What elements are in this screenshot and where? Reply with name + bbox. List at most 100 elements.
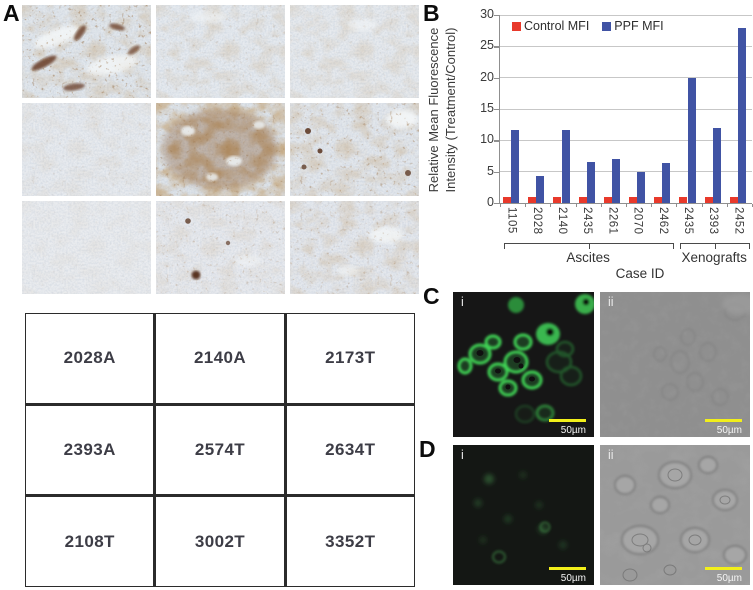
y-axis-tick-mark: [494, 140, 499, 142]
ihc-image-a2: [156, 5, 285, 98]
scale-bar: [705, 566, 742, 570]
chart-gridline: [500, 14, 752, 16]
ihc-image-a5: [156, 103, 285, 196]
y-axis-tick-mark: [494, 109, 499, 111]
table-cell: 3002T: [156, 497, 284, 586]
category-group-bracket: [504, 243, 675, 249]
x-axis-tick-label: 2452: [732, 207, 745, 235]
chart-bar: [629, 196, 637, 203]
x-axis-tick-label: 2435: [581, 207, 594, 235]
table-cell: 2028A: [26, 314, 154, 403]
chart-gridline: [500, 77, 752, 79]
ihc-image-a8: [156, 201, 285, 294]
table-cell: 2574T: [156, 405, 284, 495]
y-axis-tick-label: 30: [480, 7, 494, 21]
scale-bar-label: 50µm: [716, 425, 742, 436]
x-axis-tick-label: 2028: [530, 207, 543, 235]
chart-gridline: [500, 45, 752, 47]
micrograph-c-ii-sublabel: ii: [608, 295, 614, 309]
chart-bar: [637, 171, 646, 203]
legend-item-ppf: PPF MFI: [602, 19, 664, 33]
x-axis-tick-mark: [676, 204, 678, 207]
ihc-image-a6: [290, 103, 419, 196]
chart-bar: [738, 27, 746, 203]
y-axis-tick-mark: [494, 171, 499, 173]
scale-bar: [705, 418, 742, 422]
y-axis-title-line2: Intensity (Treatment/Control): [442, 27, 458, 193]
category-group-label: Xenografts: [681, 250, 747, 265]
x-axis-tick-label: 2435: [682, 207, 694, 235]
table-cell: 2393A: [26, 405, 154, 495]
y-axis-tick-mark: [494, 46, 499, 48]
chart-bar: [687, 77, 696, 203]
y-axis-tick-label: 5: [487, 163, 494, 178]
legend-label-control: Control MFI: [524, 19, 590, 33]
chart-bar: [679, 196, 688, 203]
chart-bar: [511, 129, 520, 203]
micrograph-d-i: i 50µm: [453, 445, 594, 585]
y-axis-tick-mark: [494, 77, 499, 79]
table-cell: 2140A: [156, 314, 284, 403]
y-axis-tick-label: 15: [480, 101, 494, 115]
x-axis-tick-mark: [550, 204, 552, 207]
ihc-image-a4: [22, 103, 151, 196]
x-axis-tick-label: 2261: [606, 207, 619, 235]
chart-bar: [586, 162, 595, 203]
x-axis-tick-mark: [726, 204, 728, 207]
scale-bar: [549, 566, 586, 570]
chart-bar: [553, 196, 562, 203]
brightfield-image-d-ii: [600, 445, 750, 585]
y-axis-title-line1: Relative Mean Fluorescence: [426, 27, 441, 193]
fluorescence-image-d-i: [453, 445, 594, 585]
chart-bar: [603, 196, 612, 203]
chart-bar: [503, 196, 511, 203]
y-axis-tick-mark: [494, 15, 499, 17]
micrograph-d-ii: ii 50µm: [600, 445, 750, 585]
chart-gridline: [500, 108, 752, 110]
micrograph-c-i-sublabel: i: [461, 295, 464, 309]
ihc-image-a7: [22, 201, 151, 294]
x-axis-tick-label: 2462: [656, 207, 669, 235]
ihc-image-a1: [22, 5, 151, 98]
category-group-bracket-tick: [589, 244, 591, 249]
y-axis-tick-label: 10: [480, 132, 494, 147]
micrograph-d-ii-sublabel: ii: [608, 448, 614, 462]
chart-y-axis-title: Relative Mean Fluorescence Intensity (Tr…: [426, 4, 460, 216]
x-axis-tick-label: 1105: [505, 207, 518, 234]
chart-bar: [729, 196, 738, 203]
category-group-label: Ascites: [566, 250, 610, 265]
x-axis-tick-mark: [600, 204, 602, 207]
panel-c-label: C: [423, 283, 440, 309]
legend-swatch-control: [512, 21, 521, 31]
legend-item-control: Control MFI: [512, 19, 589, 33]
y-axis-tick-label: 20: [480, 69, 494, 84]
table-cell: 3352T: [286, 497, 414, 586]
x-axis-tick-label: 2070: [631, 207, 644, 235]
x-axis-tick-mark: [525, 204, 527, 207]
panel-d-label: D: [419, 436, 436, 462]
chart-plot: [500, 14, 752, 203]
ihc-image-a9: [290, 201, 419, 294]
micrograph-d-i-sublabel: i: [461, 448, 464, 462]
brightfield-image-c-ii: [600, 292, 750, 437]
ihc-image-a3: [290, 5, 419, 98]
table-cell: 2108T: [26, 497, 154, 586]
legend-swatch-ppf: [602, 21, 612, 31]
chart-bar: [528, 196, 537, 203]
x-axis-tick-label: 2393: [707, 207, 720, 235]
chart-bar: [654, 196, 663, 203]
chart-x-axis-title: Case ID: [615, 266, 665, 281]
x-axis-tick-mark: [651, 204, 653, 207]
category-group-bracket-tick: [715, 244, 717, 249]
chart-bar: [578, 196, 587, 203]
fluorescence-image-c-i: [453, 292, 594, 437]
panel-a-label: A: [3, 0, 20, 26]
chart-y-axis-line: [499, 15, 501, 203]
chart-bar: [561, 130, 570, 203]
chart-bar: [662, 162, 671, 203]
micrograph-c-ii: ii 50µm: [600, 292, 750, 437]
chart-legend: Control MFI PPF MFI: [512, 19, 664, 33]
y-axis-tick-label: 0: [487, 195, 494, 209]
y-axis-tick-mark: [494, 203, 499, 205]
